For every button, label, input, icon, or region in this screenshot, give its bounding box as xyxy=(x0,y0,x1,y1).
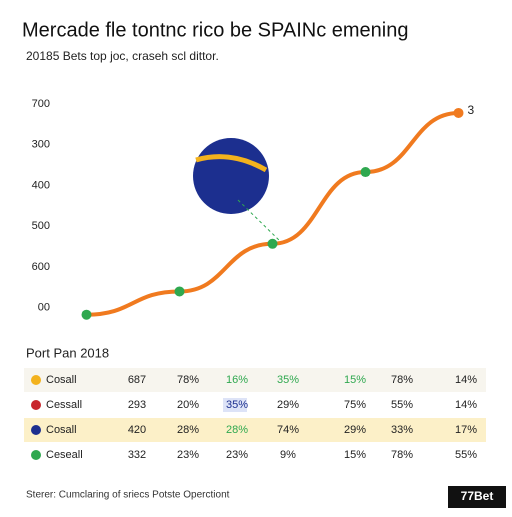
table-cell: 420 xyxy=(128,424,146,436)
table-cell: 14% xyxy=(455,374,477,386)
point xyxy=(360,167,371,178)
ball xyxy=(193,138,269,214)
table-cell: 74% xyxy=(277,424,299,436)
table-cell: 23% xyxy=(226,449,248,461)
logo[interactable]: 77Bet xyxy=(461,489,494,503)
y-tick-label: 400 xyxy=(32,179,50,191)
table-cell: 55% xyxy=(455,449,477,461)
point xyxy=(174,286,185,297)
source-note: Sterer: Cumclaring of sriecs Potste Oper… xyxy=(26,490,230,501)
table-cell: 20% xyxy=(177,399,199,411)
table-cell: 14% xyxy=(455,399,477,411)
y-tick-label: 300 xyxy=(32,139,50,151)
table-title: Port Pan 2018 xyxy=(26,345,109,360)
line-series xyxy=(84,110,461,317)
table-cell: 17% xyxy=(455,424,477,436)
table-cell: 15% xyxy=(344,374,366,386)
point xyxy=(267,238,278,249)
point xyxy=(81,309,92,320)
y-tick-label: 700 xyxy=(32,98,50,110)
row-icon xyxy=(31,425,41,435)
table-cell: 28% xyxy=(177,424,199,436)
ball-stripe xyxy=(195,154,268,173)
table-cell: 29% xyxy=(277,399,299,411)
table-cell: 29% xyxy=(344,424,366,436)
row-label: Cosall xyxy=(46,374,77,386)
row-icon xyxy=(31,450,41,460)
table-cell: 15% xyxy=(344,449,366,461)
row-bg xyxy=(24,418,486,442)
table-cell: 28% xyxy=(226,424,248,436)
pointer-line xyxy=(237,199,284,245)
table-cell: 16% xyxy=(226,374,248,386)
table-cell: 75% xyxy=(344,399,366,411)
ball-illustration xyxy=(193,138,284,245)
row-label: Cessall xyxy=(46,399,82,411)
table-cell: 33% xyxy=(391,424,413,436)
table-cell: 9% xyxy=(280,449,296,461)
row-label: Ceseall xyxy=(46,449,83,461)
row-icon xyxy=(31,375,41,385)
cell-highlight xyxy=(223,398,247,412)
row-label: Cosall xyxy=(46,424,77,436)
chart-subtitle: 20185 Bets top joc, craseh scl dittor. xyxy=(26,49,219,63)
y-tick-label: 00 xyxy=(38,302,50,314)
row-icon xyxy=(31,400,41,410)
table-cell: 78% xyxy=(177,374,199,386)
table-cell: 35% xyxy=(226,399,248,411)
y-tick-label: 600 xyxy=(32,261,50,273)
table-cell: 78% xyxy=(391,449,413,461)
table-cell: 35% xyxy=(277,374,299,386)
logo-box xyxy=(448,486,506,508)
y-tick-label: 500 xyxy=(32,220,50,232)
table-cell: 332 xyxy=(128,449,146,461)
point xyxy=(453,107,464,118)
table-cell: 687 xyxy=(128,374,146,386)
chart-title: Mercade fle tontnc rico be SPAINc emenin… xyxy=(22,19,408,41)
table-cell: 78% xyxy=(391,374,413,386)
annotation: 3 xyxy=(468,103,475,117)
table-cell: 293 xyxy=(128,399,146,411)
table-cell: 23% xyxy=(177,449,199,461)
row-bg xyxy=(24,368,486,392)
table-cell: 55% xyxy=(391,399,413,411)
